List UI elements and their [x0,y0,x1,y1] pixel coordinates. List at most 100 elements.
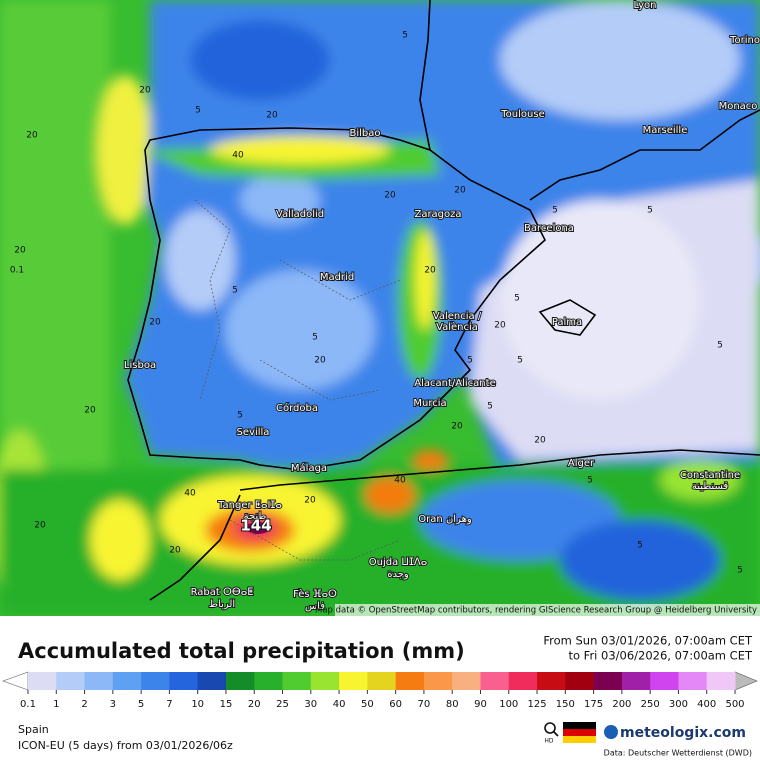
coastlines [127,0,760,601]
contour-label: 40 [184,489,196,499]
brand-icon [604,725,618,739]
colorbar-segment [537,672,566,690]
contour-label: 5 [467,356,473,366]
model-run: ICON-EU (5 days) from 03/01/2026/06z [18,739,233,752]
colorbar-segment [225,672,255,690]
contour-label: 5 [737,566,743,576]
city-label: Palma [552,317,582,328]
city-label: Barcelona [524,223,574,234]
colorbar-segment [706,672,736,690]
city-label: Murcia [413,398,446,409]
colorbar-segment [112,672,142,690]
colorbar-label: 80 [446,699,459,710]
city-label: València [436,321,478,333]
contour-label: 20 [169,546,181,556]
colorbar-segment [480,672,510,690]
colorbar-label: 20 [248,699,261,710]
city-labels: Lyon Torino Monaco Toulouse Marseille Bilbao V… [123,0,760,613]
city-label: Málaga [291,462,327,474]
contour-label: 5 [552,206,558,216]
contour-label: 20 [14,246,26,256]
contour-label: 5 [637,541,643,551]
contour-label: 5 [195,106,201,116]
city-label: فاس [305,601,325,612]
colorbar-segment [169,672,199,690]
city-label: Valencia / [433,311,482,322]
city-label: قسنطينة [692,481,729,492]
colorbar-arrow-high [734,671,758,691]
precip-field [0,0,760,616]
colorbar-label: 300 [669,699,688,710]
brand[interactable]: meteologix.com [620,725,746,741]
city-label: Tanger ⵟⴰⵏⵊⴰ [217,500,282,511]
colorbar-segment [593,672,623,690]
colorbar-segment [508,672,538,690]
colorbar-label: 25 [276,699,289,710]
colorbar-label: 7 [166,699,172,710]
colorbar-segment [339,672,368,690]
contour-label: 20 [139,86,151,96]
colorbar-segment [254,672,284,690]
contour-label: 5 [647,206,653,216]
city-label: Fès ⴼⴰⵙ [293,588,337,600]
colorbar-label: 0.1 [20,699,36,710]
city-label: Lyon [633,0,656,11]
colorbar-label: 50 [361,699,374,710]
contour-label: 5 [487,402,493,412]
city-label: Bilbao [349,128,380,139]
contour-label: 5 [587,476,593,486]
zoom-icon[interactable]: HD [544,722,559,745]
colorbar-label: 3 [110,699,116,710]
colorbar-label: 250 [641,699,660,710]
colorbar-segment [197,672,227,690]
title: Accumulated total precipitation (mm) [18,639,465,663]
contour-label: 20 [454,186,466,196]
colorbar-label: 40 [333,699,346,710]
colorbar-segment [565,672,595,690]
colorbar-segment [678,672,708,690]
city-label: Alacant/Alicante [414,378,495,389]
colorbar-segment [650,672,679,690]
colorbar-segment [282,672,312,690]
contour-label: 20 [34,521,46,531]
legend-panel: Accumulated total precipitation (mm) Fro… [2,634,758,758]
colorbar-label: 100 [499,699,518,710]
contour-label: 20 [304,496,316,506]
map: Lyon Torino Monaco Toulouse Marseille Bilbao V… [0,0,760,616]
data-source: Data: Deutscher Wetterdienst (DWD) [604,749,752,758]
city-label: Madrid [320,272,354,283]
colorbar-segment [367,672,397,690]
city-label: Zaragoza [414,209,461,220]
city-label: Constantine [680,470,740,481]
contour-label: 5 [514,294,520,304]
city-label: وجدة [387,569,409,580]
colorbar-label: 60 [389,699,402,710]
city-label: Marseille [643,125,688,136]
colorbar-label: 15 [220,699,233,710]
colorbar-segment [395,672,425,690]
city-label: Valladolid [276,209,324,220]
contour-label: 5 [232,286,238,296]
colorbar-label: 90 [474,699,487,710]
colorbar-label: 175 [584,699,603,710]
colorbar-label: 30 [304,699,317,710]
attribution: Map data © OpenStreetMap contributors, r… [315,606,757,616]
contour-label: 5 [402,31,408,41]
colorbar-segment [56,672,86,690]
colorbar-label: 200 [612,699,631,710]
colorbar-label: 70 [418,699,431,710]
contour-label: 20 [26,131,38,141]
colorbar-label: 400 [697,699,716,710]
colorbar-arrow-low [2,671,29,691]
colorbar-label: 2 [81,699,87,710]
contour-label: 20 [451,422,463,432]
city-label: طنجة [244,511,267,522]
contour-labels: 20 20 20 0.1 5 5 40 20 20 5 5 5 20 5 5 20 5 5 20 5 20 40 40 20 2… [10,31,743,576]
city-label: Monaco [719,101,758,112]
city-label: Toulouse [500,109,544,120]
colorbar-segment [621,672,651,690]
german-flag [563,722,596,743]
city-label: Oran وهران [418,514,472,525]
colorbar-segment [452,672,481,690]
